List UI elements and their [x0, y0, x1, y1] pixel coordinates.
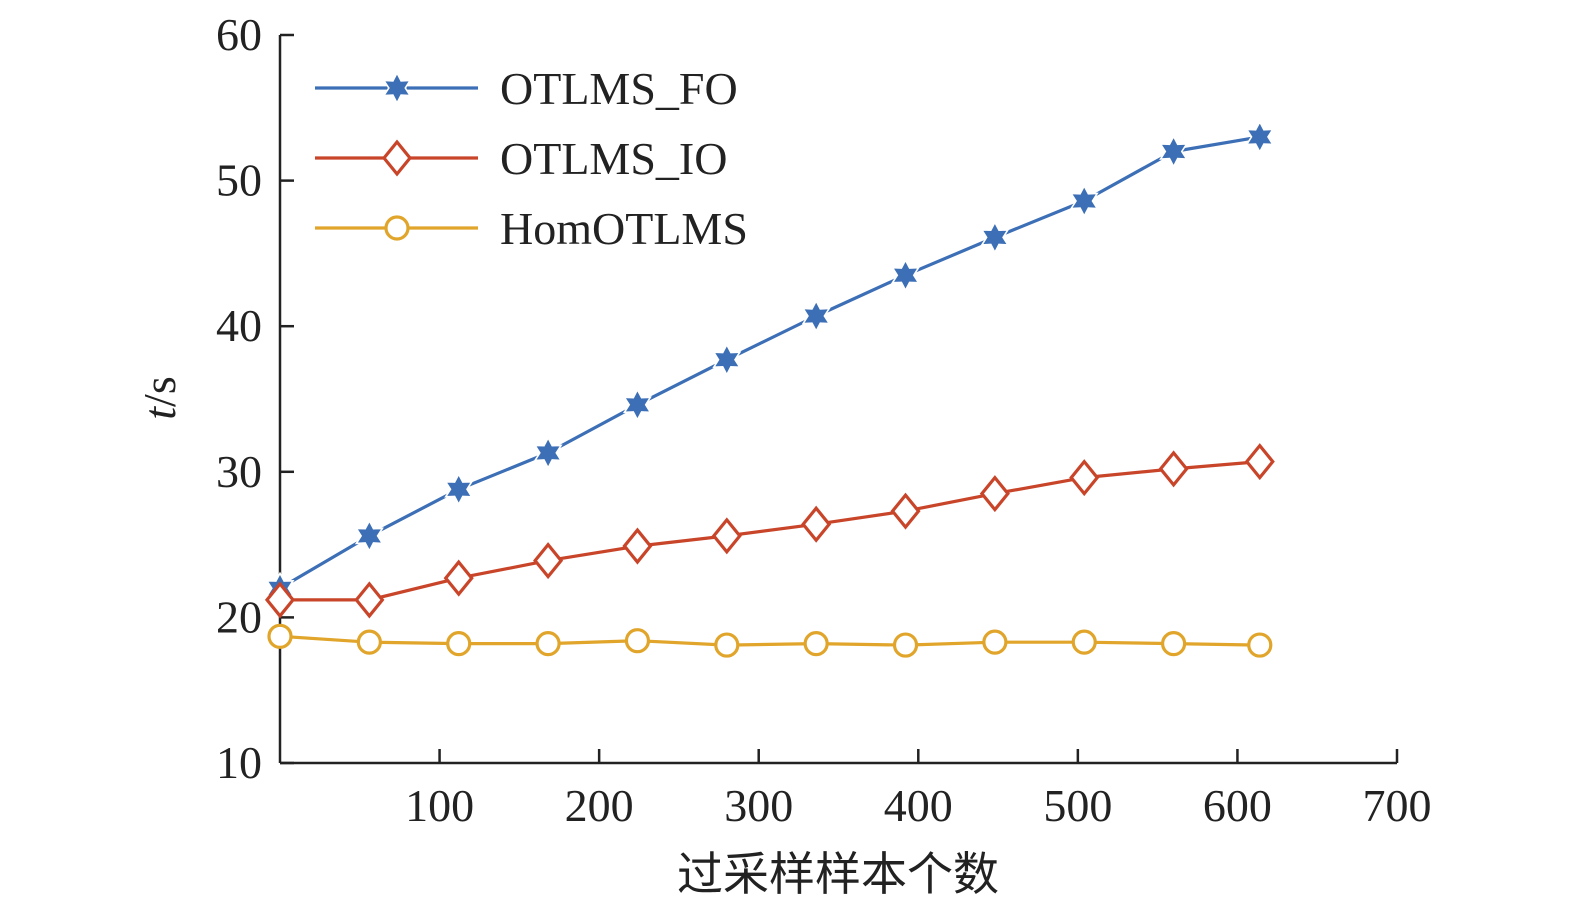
data-point-HomOTLMS [892, 632, 919, 658]
data-point-OTLMS_IO [1158, 450, 1189, 488]
data-point-HomOTLMS [803, 631, 829, 657]
data-point-OTLMS_IO [1244, 443, 1275, 481]
data-point-OTLMS_IO [533, 542, 564, 580]
data-point-HomOTLMS [356, 629, 382, 655]
data-point-OTLMS_FO [444, 472, 474, 507]
data-point-HomOTLMS [446, 631, 472, 657]
x-tick-label: 200 [565, 780, 634, 831]
y-axis-label-unit: /s [134, 376, 185, 407]
data-point-HomOTLMS [535, 631, 561, 657]
y-tick-label: 40 [216, 300, 262, 351]
data-point-OTLMS_IO [801, 505, 832, 543]
data-point-OTLMS_FO [801, 299, 831, 333]
x-axis-label: 过采样样本个数 [677, 849, 999, 900]
data-point-OTLMS_IO [264, 581, 296, 619]
data-point-HomOTLMS [1160, 631, 1187, 657]
legend: OTLMS_FO OTLMS_IO HomOTLMS [315, 63, 748, 254]
x-tick-label: 500 [1043, 780, 1112, 831]
legend-item-OTLMS_FO: OTLMS_FO [315, 63, 738, 114]
data-point-OTLMS_FO [1159, 134, 1189, 169]
y-axis-label-italic: t [134, 406, 185, 420]
series-layer [264, 120, 1275, 658]
y-tick-label: 60 [216, 9, 262, 60]
data-point-OTLMS_IO [622, 527, 653, 565]
series-line-OTLMS_IO [280, 460, 1260, 602]
legend-item-OTLMS_IO: OTLMS_IO [315, 133, 727, 184]
legend-swatch-marker [382, 71, 412, 105]
data-point-HomOTLMS [714, 632, 740, 658]
y-axis-label: t/s [134, 376, 185, 419]
y-tick-label: 20 [216, 591, 262, 642]
data-point-OTLMS_IO [979, 475, 1010, 513]
x-tick-label: 300 [724, 780, 793, 831]
data-point-OTLMS_FO [712, 342, 742, 377]
data-point-HomOTLMS [982, 629, 1008, 655]
data-point-HomOTLMS [267, 623, 293, 649]
series-line-HomOTLMS [279, 634, 1260, 647]
data-point-HomOTLMS [624, 628, 651, 654]
legend-label: OTLMS_FO [500, 63, 738, 114]
y-tick-label: 10 [216, 737, 262, 788]
legend-item-HomOTLMS: HomOTLMS [315, 203, 748, 254]
data-point-HomOTLMS [1071, 629, 1097, 655]
data-point-OTLMS_IO [443, 559, 474, 597]
y-tick-label: 50 [216, 155, 262, 206]
x-tick-label: 400 [884, 780, 953, 831]
legend-label: OTLMS_IO [500, 133, 727, 184]
data-point-OTLMS_FO [354, 519, 384, 553]
x-tick-label: 700 [1363, 780, 1432, 831]
series-HomOTLMS [267, 623, 1273, 658]
x-tick-label: 600 [1203, 780, 1272, 831]
legend-label: HomOTLMS [500, 203, 748, 254]
data-point-OTLMS_FO [1245, 120, 1275, 154]
data-point-OTLMS_IO [1069, 459, 1100, 497]
series-OTLMS_IO [264, 443, 1275, 619]
data-point-OTLMS_FO [980, 220, 1010, 255]
x-tick-label: 100 [405, 780, 474, 831]
series-OTLMS_FO [265, 120, 1275, 606]
legend-swatch-marker [384, 215, 410, 241]
series-line-OTLMS_FO [279, 135, 1261, 590]
data-point-HomOTLMS [1247, 632, 1273, 658]
data-point-OTLMS_FO [1069, 184, 1099, 218]
legend-swatch-marker [381, 139, 413, 177]
y-tick-label: 30 [216, 446, 262, 497]
data-point-OTLMS_FO [890, 258, 920, 292]
axes: 10 20 30 40 50 60 100 200 300 400 500 600 700 [216, 9, 1432, 831]
data-point-OTLMS_IO [711, 517, 742, 555]
data-point-OTLMS_IO [890, 492, 921, 530]
data-point-OTLMS_FO [622, 388, 652, 422]
data-point-OTLMS_IO [354, 581, 385, 619]
data-point-OTLMS_FO [533, 436, 563, 470]
